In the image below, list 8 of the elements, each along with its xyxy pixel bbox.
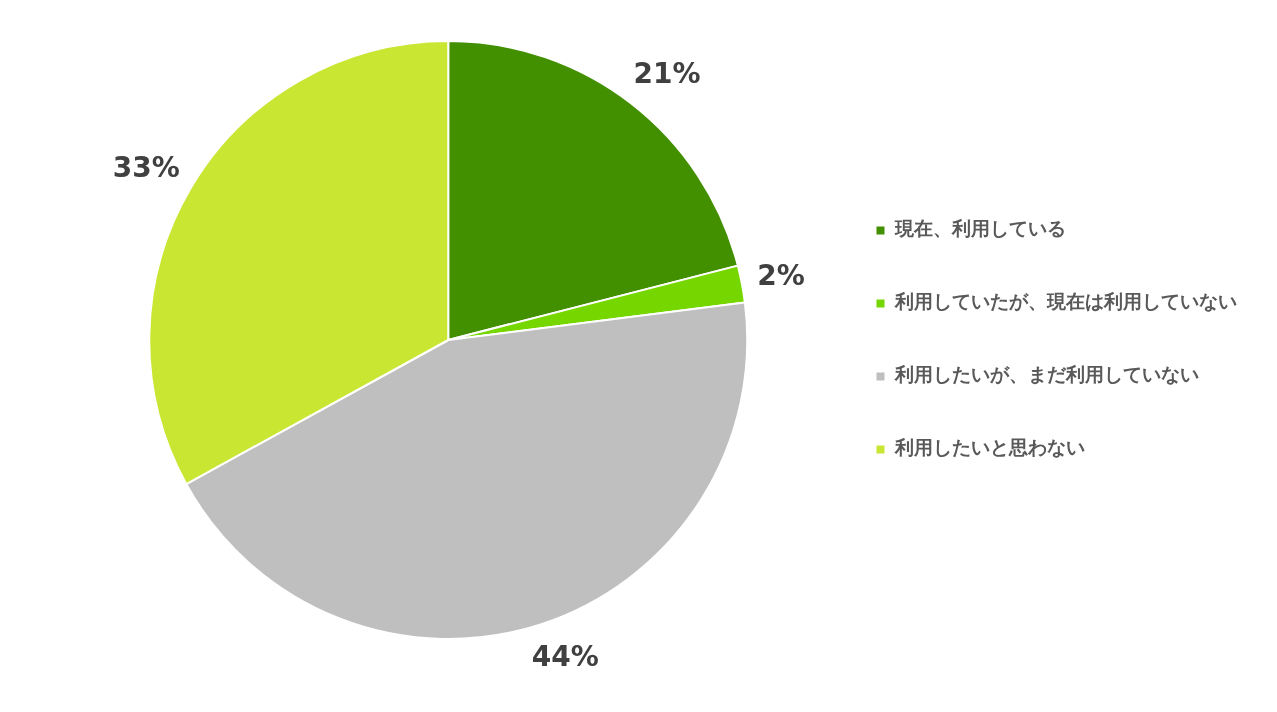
legend-label: 利用したいと思わない	[894, 436, 1085, 459]
data-label: 44%	[531, 639, 599, 673]
legend-label: 利用していたが、現在は利用していない	[894, 290, 1237, 313]
legend-label: 利用したいが、まだ利用していない	[894, 363, 1199, 386]
legend-label: 現在、利用している	[894, 217, 1066, 240]
data-label: 33%	[112, 150, 180, 184]
data-label: 2%	[757, 258, 805, 292]
data-label: 21%	[633, 56, 701, 90]
